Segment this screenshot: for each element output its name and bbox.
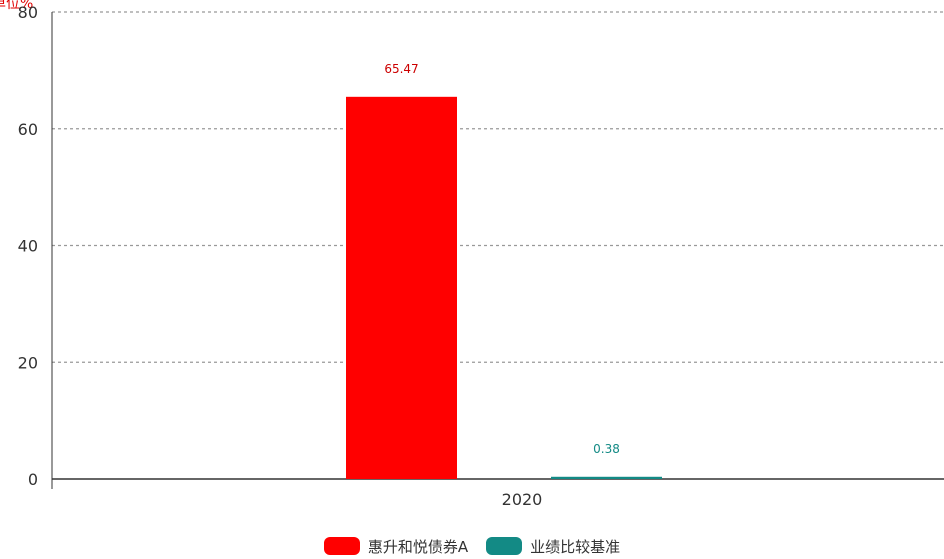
legend-swatch — [486, 537, 523, 555]
legend-swatch — [323, 537, 360, 555]
data-label: 65.47 — [384, 62, 418, 76]
legend-item-series-2[interactable]: 业绩比较基准 — [486, 536, 620, 556]
legend-item-series-1[interactable]: 惠升和悦债券A — [323, 536, 469, 556]
y-tick-label: 40 — [18, 237, 38, 256]
y-tick-label: 80 — [18, 3, 38, 22]
data-labels: 65.47 0.38 — [384, 62, 620, 456]
data-label: 0.38 — [593, 442, 620, 456]
unit-label: 单位% — [0, 0, 33, 12]
y-tick-label: 60 — [18, 120, 38, 139]
y-axis-ticks: 0 20 40 60 80 — [18, 3, 38, 489]
grid-lines — [52, 11, 944, 363]
y-tick-label: 0 — [28, 470, 38, 489]
legend-label: 惠升和悦债券A — [367, 537, 469, 556]
x-tick-label: 2020 — [502, 490, 543, 509]
bar-2[interactable] — [551, 476, 662, 479]
bar-1[interactable] — [346, 96, 457, 479]
bars — [346, 96, 662, 479]
legend: 惠升和悦债券A 业绩比较基准 — [0, 536, 944, 556]
legend-label: 业绩比较基准 — [530, 537, 621, 556]
y-tick-label: 20 — [18, 353, 38, 372]
